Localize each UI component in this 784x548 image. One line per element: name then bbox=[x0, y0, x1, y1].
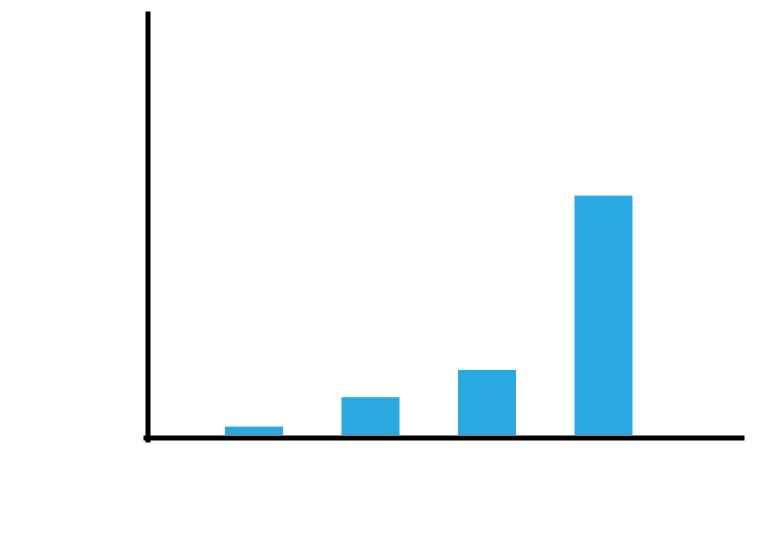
bar-4 bbox=[574, 195, 633, 435]
bar-1 bbox=[225, 426, 283, 435]
bar-group bbox=[225, 195, 633, 435]
bar-3 bbox=[458, 369, 516, 435]
bar-2 bbox=[341, 397, 400, 435]
